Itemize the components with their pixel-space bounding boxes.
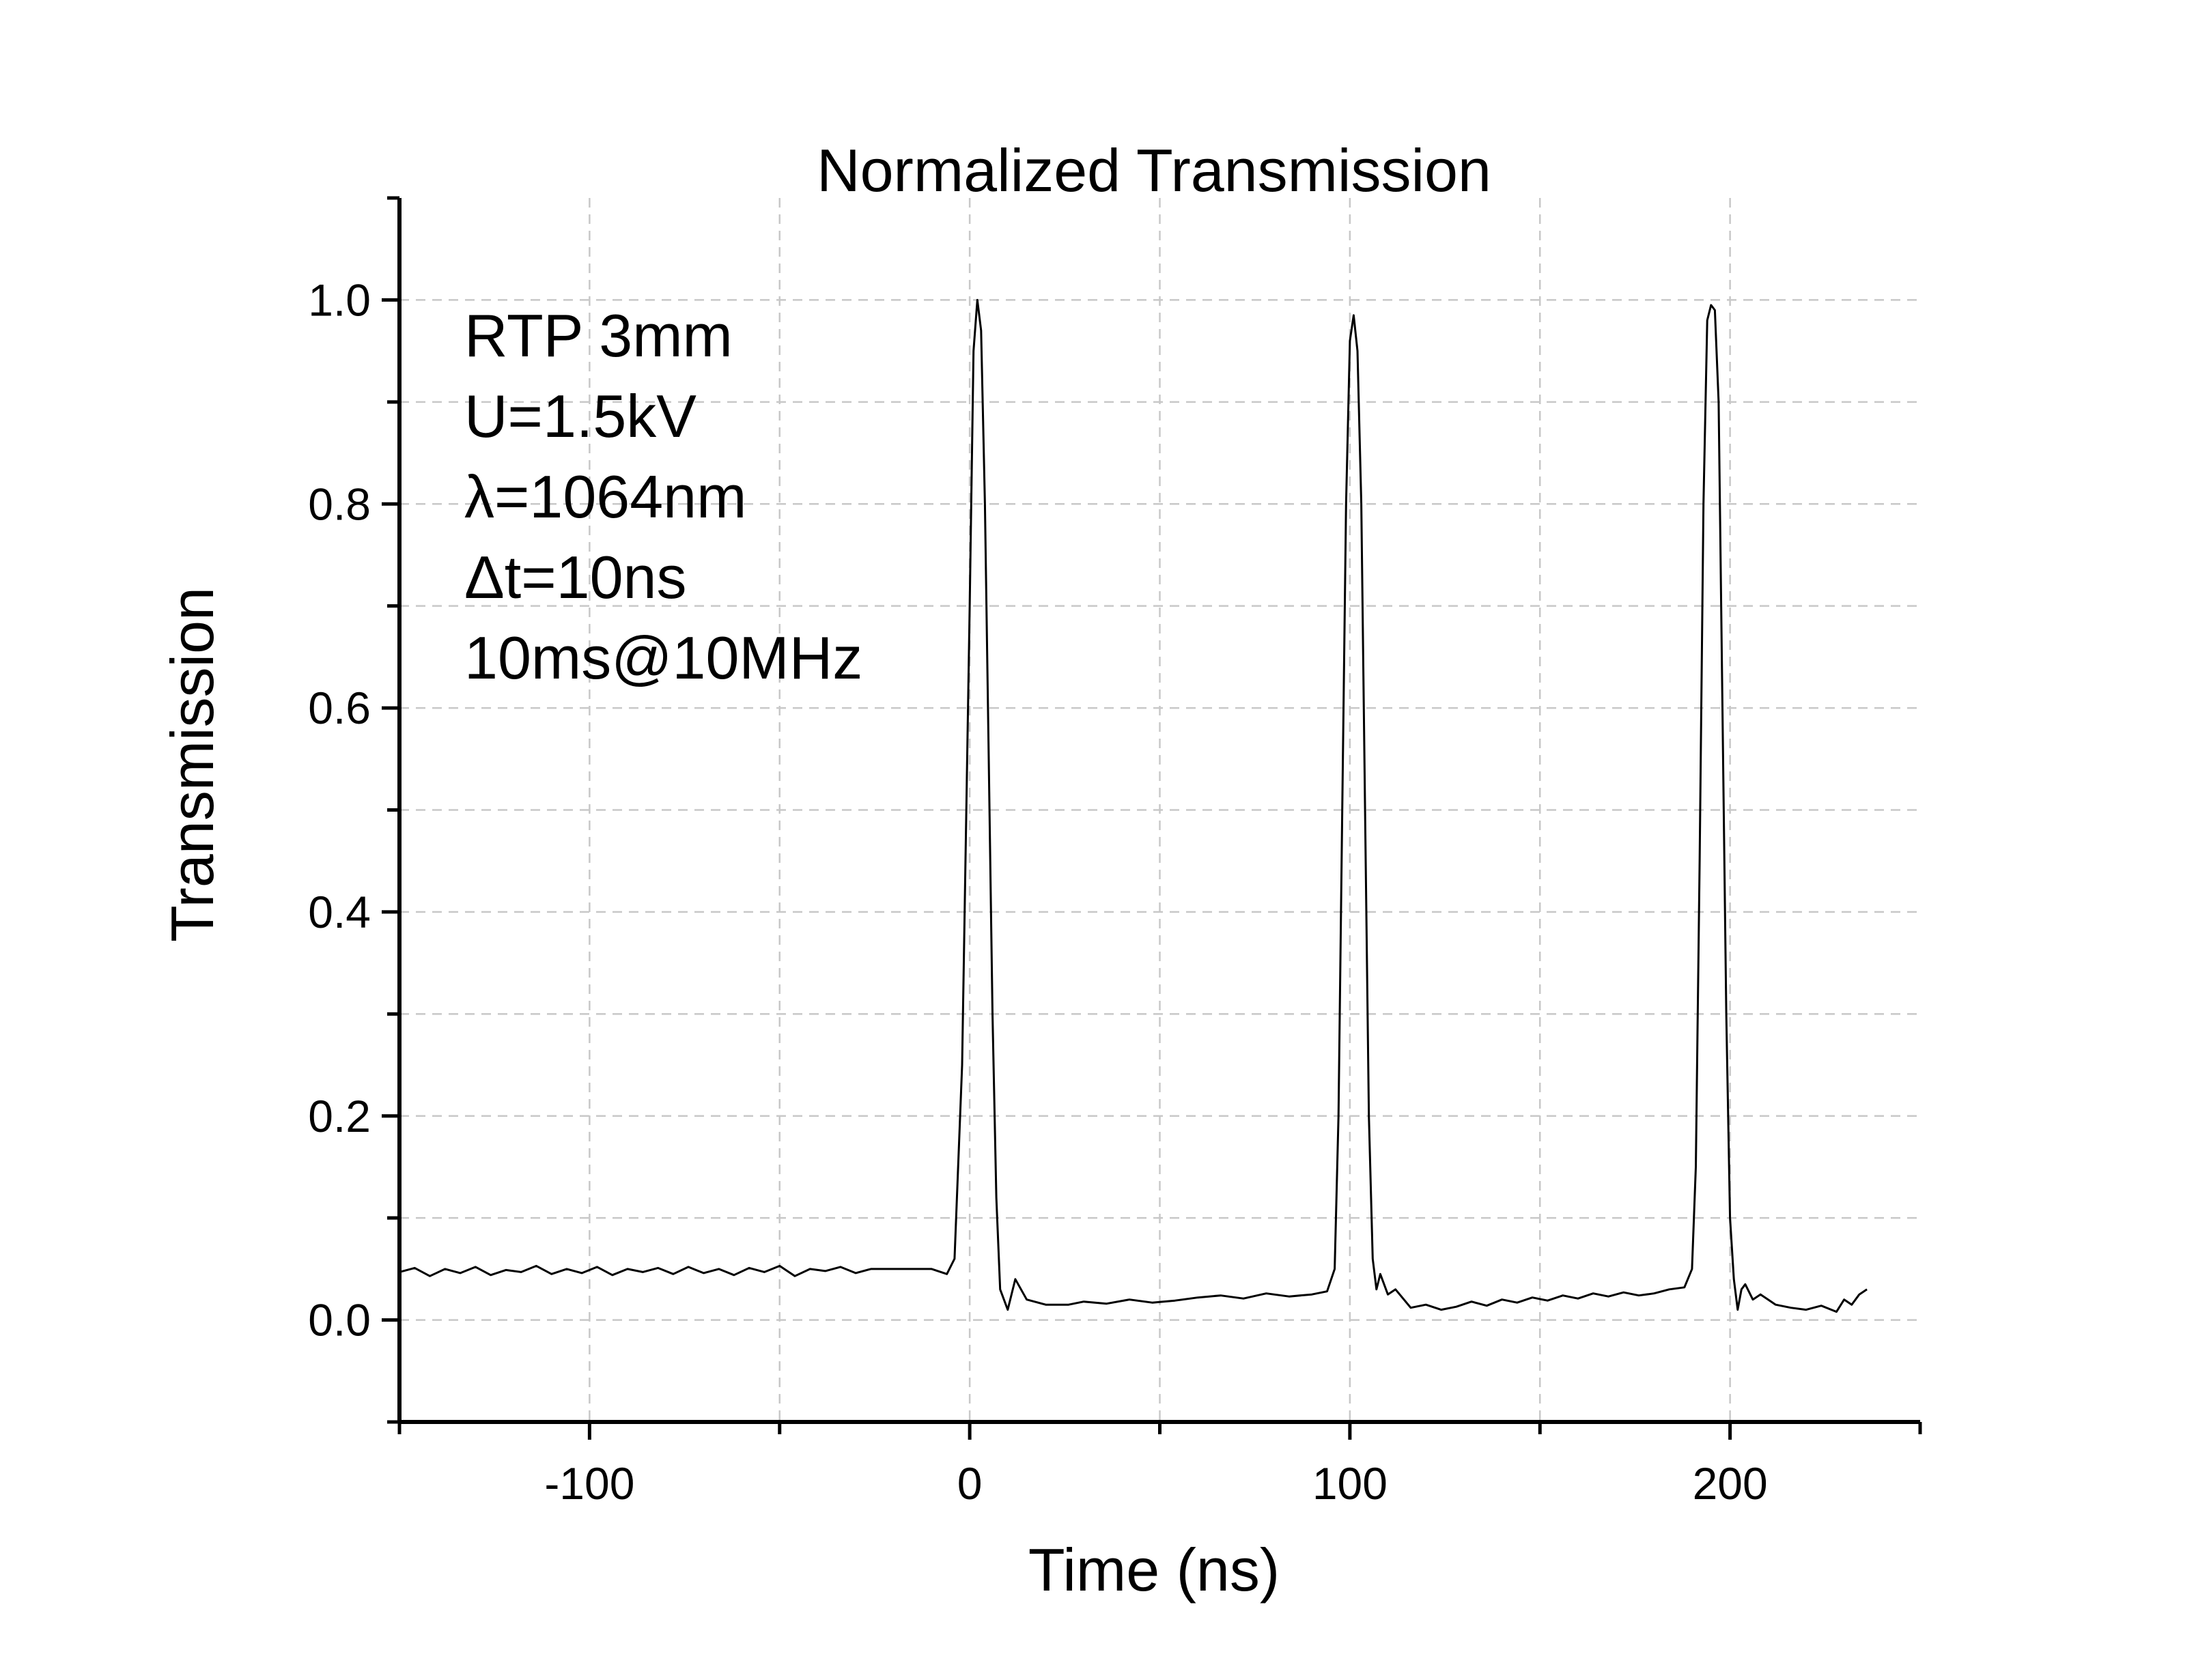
annotation-line: 10ms@10MHz xyxy=(464,624,862,692)
chart-title: Normalized Transmission xyxy=(817,137,1491,204)
tick-labels: -100 0 100 200 0.0 0.2 0.4 0.6 0.8 1.0 xyxy=(308,274,1767,1509)
y-axis-label: Transmission xyxy=(158,587,226,942)
annotation-block: RTP 3mm U=1.5kV λ=1064nm Δt=10ns 10ms@10… xyxy=(464,302,862,692)
y-tick-label: 0.6 xyxy=(308,683,371,733)
y-tick-label: 0.8 xyxy=(308,479,371,529)
annotation-line: Δt=10ns xyxy=(464,543,686,611)
tick-marks xyxy=(382,196,1922,1440)
grid-lines xyxy=(399,198,1920,1422)
x-axis-label: Time (ns) xyxy=(1028,1536,1280,1604)
x-tick-label: 200 xyxy=(1693,1458,1768,1509)
x-tick-label: 100 xyxy=(1312,1458,1388,1509)
x-tick-label: 0 xyxy=(957,1458,983,1509)
transmission-trace xyxy=(399,298,1868,1313)
annotation-line: U=1.5kV xyxy=(464,382,696,450)
y-tick-label: 0.0 xyxy=(308,1295,371,1346)
x-tick-label: -100 xyxy=(544,1458,634,1509)
annotation-line: RTP 3mm xyxy=(464,302,733,369)
y-tick-label: 1.0 xyxy=(308,274,371,325)
y-tick-label: 0.2 xyxy=(308,1091,371,1141)
y-tick-label: 0.4 xyxy=(308,887,371,937)
annotation-line: λ=1064nm xyxy=(464,463,746,530)
